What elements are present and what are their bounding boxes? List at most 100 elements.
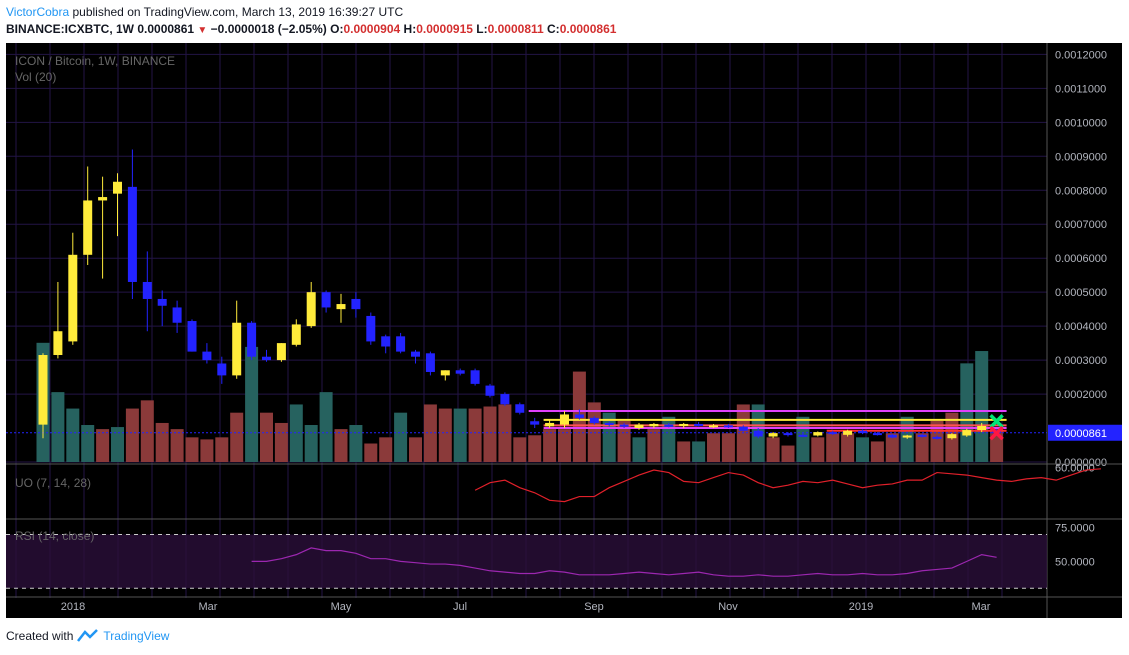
candle-body bbox=[291, 324, 301, 345]
candle-body bbox=[202, 351, 212, 361]
created-with-text: Created with bbox=[6, 629, 74, 643]
volume-bar bbox=[841, 433, 855, 462]
candle-body bbox=[947, 434, 957, 439]
x-tick-label: Sep bbox=[584, 601, 604, 613]
candle-body bbox=[276, 343, 286, 361]
tradingview-brand[interactable]: TradingView bbox=[103, 629, 170, 643]
y-tick-label: 0.0003000 bbox=[1055, 355, 1107, 367]
volume-bar bbox=[364, 443, 378, 462]
y-tick-label: 0.0010000 bbox=[1055, 117, 1107, 129]
volume-bar bbox=[617, 420, 631, 462]
rsi-tick-label: 50.0000 bbox=[1055, 556, 1095, 568]
candle-body bbox=[872, 433, 882, 436]
candle-body bbox=[366, 315, 376, 342]
volume-bar bbox=[900, 416, 914, 462]
candle-body bbox=[664, 424, 674, 427]
volume-bar bbox=[632, 437, 646, 462]
volume-bar bbox=[66, 408, 80, 462]
x-tick-label: May bbox=[331, 601, 352, 613]
candle-body bbox=[902, 435, 912, 438]
candle-body bbox=[679, 423, 689, 426]
candle-body bbox=[560, 414, 569, 425]
y-tick-label: 0.0002000 bbox=[1055, 389, 1107, 401]
candle-body bbox=[828, 432, 838, 435]
symbol-line: BINANCE:ICXBTC, 1W 0.0000861 ▼ −0.000001… bbox=[6, 22, 616, 36]
x-tick-label: Mar bbox=[199, 601, 218, 613]
candle-body bbox=[783, 433, 793, 436]
volume-bar bbox=[304, 425, 318, 462]
volume-bar bbox=[170, 429, 184, 462]
candle-body bbox=[83, 200, 93, 255]
candle-body bbox=[619, 424, 629, 427]
candle-body bbox=[709, 425, 718, 428]
volume-bar bbox=[438, 408, 452, 462]
volume-bar bbox=[468, 408, 482, 462]
candle-body bbox=[485, 385, 495, 396]
rsi-band bbox=[6, 534, 1047, 589]
volume-bar bbox=[647, 429, 661, 462]
x-marker-icon bbox=[989, 425, 1004, 441]
candle-body bbox=[351, 298, 361, 310]
volume-bar bbox=[185, 437, 199, 462]
candle-body bbox=[723, 425, 733, 428]
volume-bar bbox=[81, 425, 95, 462]
y-tick-label: 0.0000000 bbox=[1055, 457, 1107, 469]
x-tick-label: Mar bbox=[972, 601, 991, 613]
volume-bar bbox=[111, 427, 124, 462]
volume-bar bbox=[409, 437, 422, 462]
x-tick-label: Nov bbox=[718, 601, 738, 613]
open-label: O: bbox=[330, 22, 344, 36]
volume-bar bbox=[826, 433, 840, 462]
volume-bar bbox=[274, 422, 288, 462]
volume-bar bbox=[781, 445, 795, 462]
candle-body bbox=[455, 370, 465, 374]
candle-body bbox=[500, 394, 510, 405]
candle-body bbox=[98, 197, 108, 201]
uo-tick-label: 60.0000 bbox=[1055, 463, 1095, 475]
volume-bar bbox=[870, 441, 884, 462]
publish-info: published on TradingView.com, March 13, … bbox=[72, 5, 404, 19]
rsi-tick-label: 75.0000 bbox=[1055, 523, 1095, 535]
volume-bar bbox=[155, 422, 169, 462]
volume-bar bbox=[498, 404, 512, 462]
volume-bar bbox=[915, 433, 929, 462]
x-marker-icon bbox=[989, 414, 1004, 429]
tradingview-logo-icon bbox=[77, 629, 99, 642]
rsi-line bbox=[251, 547, 997, 577]
volume-bar bbox=[349, 425, 363, 462]
chart-svg[interactable]: 0.0012000 0.0011000 0.0010000 0.0009000 0.00… bbox=[6, 43, 1122, 618]
y-tick-label: 0.0005000 bbox=[1055, 287, 1107, 299]
x-tick-label: 2018 bbox=[61, 601, 85, 613]
candle-body bbox=[917, 434, 927, 437]
volume-bar bbox=[796, 416, 810, 462]
volume-bar bbox=[677, 441, 691, 462]
candle-body bbox=[411, 351, 420, 357]
candle-body bbox=[381, 336, 391, 347]
candle-body bbox=[843, 430, 853, 435]
volume-bar bbox=[200, 439, 214, 462]
volume-bar bbox=[975, 351, 989, 462]
y-tick-label: 0.0007000 bbox=[1055, 219, 1107, 231]
y-tick-label: 0.0008000 bbox=[1055, 185, 1107, 197]
volume-bar bbox=[558, 429, 571, 462]
volume-bar bbox=[528, 435, 542, 462]
candle-body bbox=[515, 404, 525, 413]
candle-body bbox=[649, 423, 659, 427]
candle-body bbox=[604, 422, 614, 425]
candle-body bbox=[545, 422, 555, 427]
chart-area[interactable]: 0.0012000 0.0011000 0.0010000 0.0009000 0.00… bbox=[6, 43, 1122, 618]
x-tick-label: 2019 bbox=[849, 601, 873, 613]
candle-body bbox=[68, 254, 78, 342]
volume-bar bbox=[140, 400, 154, 462]
volume-bar bbox=[543, 429, 557, 462]
author-link[interactable]: VictorCobra bbox=[6, 5, 70, 19]
publish-line: VictorCobra published on TradingView.com… bbox=[6, 5, 403, 19]
volume-bar bbox=[289, 404, 303, 462]
volume-bar bbox=[811, 437, 825, 462]
candle-body bbox=[396, 336, 406, 352]
volume-bar bbox=[215, 437, 229, 462]
close-value: 0.0000861 bbox=[559, 22, 617, 36]
candle-body bbox=[589, 417, 599, 423]
candle-body bbox=[425, 353, 435, 372]
volume-bar bbox=[707, 433, 720, 462]
